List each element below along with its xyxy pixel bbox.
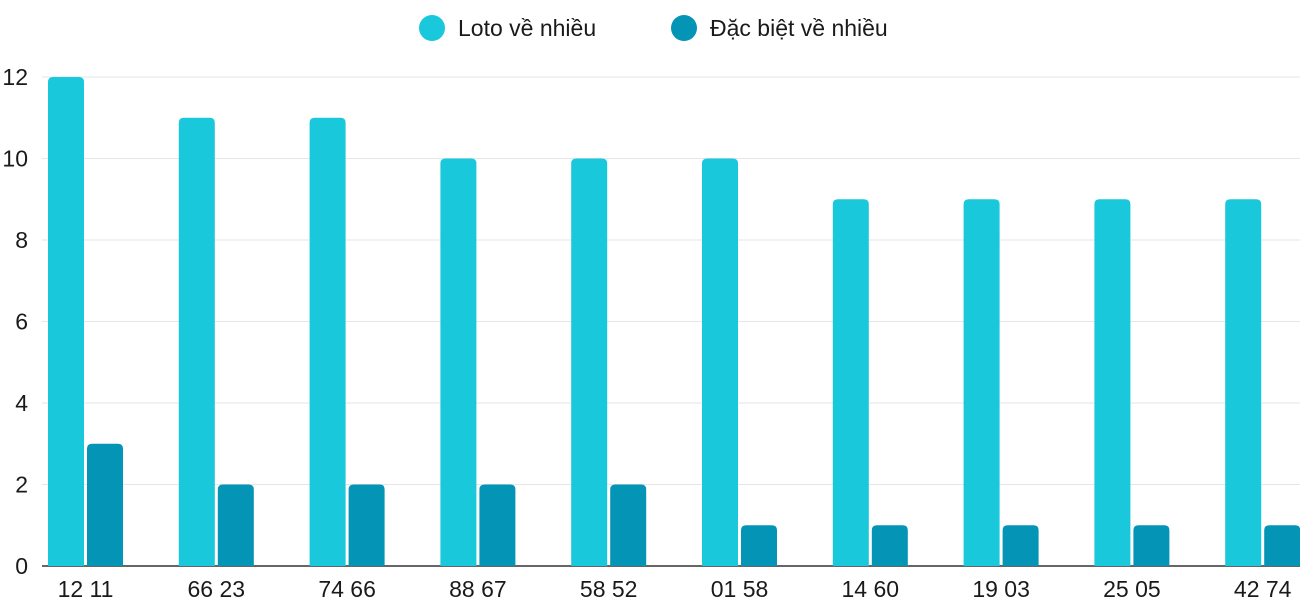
x-tick-label: 74 66 xyxy=(318,576,376,600)
bar-dac-biet xyxy=(871,525,908,566)
bar-dac-biet xyxy=(610,484,647,566)
x-tick-label: 58 52 xyxy=(580,576,638,600)
y-tick-label: 8 xyxy=(15,227,28,253)
bar-loto xyxy=(832,199,869,566)
bar-loto xyxy=(1225,199,1262,566)
bar-loto xyxy=(309,117,346,566)
bar-loto xyxy=(178,117,215,566)
y-tick-label: 10 xyxy=(2,146,28,172)
x-tick-label: 88 67 xyxy=(449,576,507,600)
y-tick-label: 12 xyxy=(2,64,28,90)
y-tick-label: 4 xyxy=(15,390,28,416)
bar-loto xyxy=(48,77,84,566)
bar-dac-biet xyxy=(1002,525,1039,566)
x-tick-label: 01 58 xyxy=(711,576,769,600)
x-tick-label: 14 60 xyxy=(842,576,900,600)
legend-swatch-dac-biet xyxy=(671,15,697,41)
bar-dac-biet xyxy=(87,443,123,566)
bar-dac-biet xyxy=(1133,525,1170,566)
chart-legend: Loto về nhiều Đặc biệt về nhiều xyxy=(419,15,888,41)
x-tick-label: 12 11 xyxy=(58,576,114,600)
y-tick-label: 0 xyxy=(15,553,28,579)
x-axis-ticks: 12 11 66 23 74 66 88 67 58 52 01 58 14 60 19 03… xyxy=(58,576,1292,600)
bar-loto xyxy=(963,199,1000,566)
bar-loto xyxy=(571,158,608,566)
bar-loto xyxy=(440,158,477,566)
x-tick-label: 19 03 xyxy=(972,576,1030,600)
y-axis-ticks: 0 2 4 6 8 10 12 xyxy=(2,64,28,579)
y-tick-label: 2 xyxy=(15,472,28,498)
x-tick-label: 66 23 xyxy=(188,576,246,600)
bar-dac-biet xyxy=(479,484,516,566)
bar-loto xyxy=(702,158,738,566)
chart-bars xyxy=(48,77,1300,566)
x-tick-label: 42 74 xyxy=(1234,576,1292,600)
legend-label-loto: Loto về nhiều xyxy=(458,15,596,41)
legend-label-dac-biet: Đặc biệt về nhiều xyxy=(710,15,888,41)
legend-swatch-loto xyxy=(419,15,445,41)
bar-dac-biet xyxy=(217,484,254,566)
bar-dac-biet xyxy=(348,484,385,566)
y-tick-label: 6 xyxy=(15,309,28,335)
bar-dac-biet xyxy=(741,525,777,566)
x-tick-label: 25 05 xyxy=(1103,576,1161,600)
bar-loto xyxy=(1094,199,1131,566)
bar-dac-biet xyxy=(1264,525,1300,566)
